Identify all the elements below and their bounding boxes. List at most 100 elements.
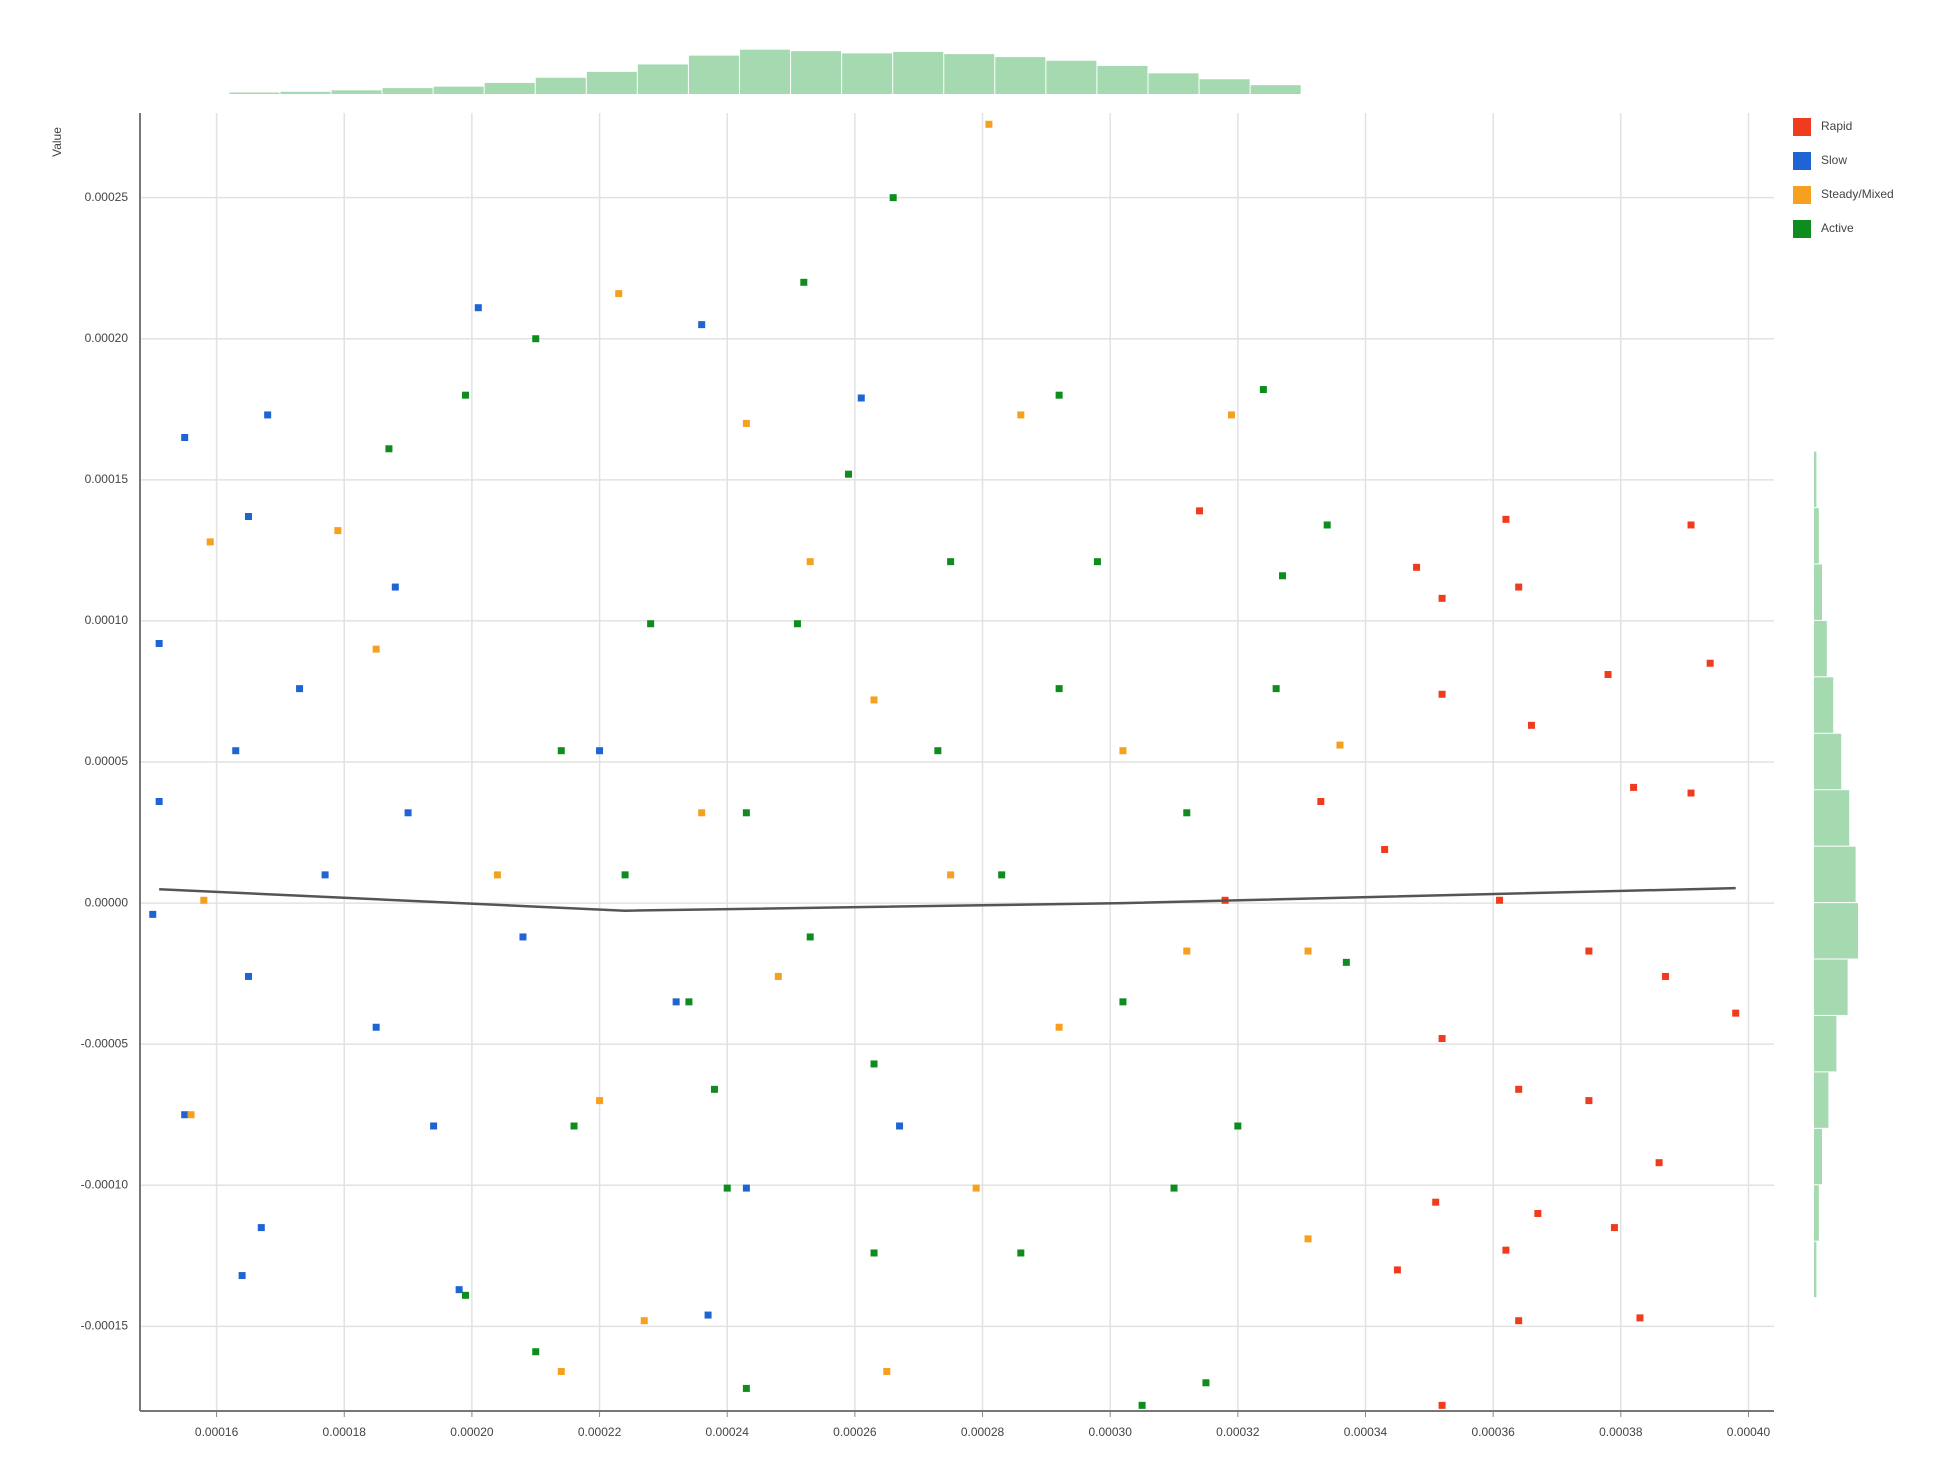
scatter-point <box>1093 558 1101 566</box>
scatter-point <box>1438 1035 1446 1043</box>
scatter-point <box>1610 1224 1618 1232</box>
scatter-point <box>149 910 157 918</box>
histogram-bar <box>1814 903 1858 959</box>
scatter-point <box>1515 1317 1523 1325</box>
scatter-point <box>698 321 706 329</box>
scatter-point <box>187 1111 195 1119</box>
scatter-point <box>532 1348 540 1356</box>
scatter-point <box>532 335 540 343</box>
scatter-point <box>1272 685 1280 693</box>
scatter-point <box>232 747 240 755</box>
scatter-point <box>870 1060 878 1068</box>
scatter-point <box>1119 998 1127 1006</box>
scatter-point <box>462 1291 470 1299</box>
scatter-point <box>1502 1246 1510 1254</box>
scatter-point <box>998 871 1006 879</box>
scatter-point <box>1687 789 1695 797</box>
scatter-point <box>857 394 865 402</box>
scatter-point <box>1661 972 1669 980</box>
legend-swatch <box>1793 186 1811 204</box>
scatter-point <box>1259 386 1267 394</box>
scatter-point <box>1055 1023 1063 1031</box>
scatter-point <box>1393 1266 1401 1274</box>
scatter-point <box>1196 507 1204 515</box>
legend-label: Steady/Mixed <box>1821 187 1894 201</box>
scatter-point <box>1202 1379 1210 1387</box>
histogram-bar <box>331 90 382 94</box>
x-tick-label: 0.00020 <box>450 1425 494 1439</box>
histogram-bar <box>1814 959 1848 1015</box>
histogram-bar <box>1814 790 1850 846</box>
scatter-point <box>1432 1198 1440 1206</box>
scatter-point <box>596 1097 604 1105</box>
scatter-point <box>896 1122 904 1130</box>
scatter-point <box>800 278 808 286</box>
histogram-bar <box>1814 677 1834 733</box>
scatter-point <box>519 933 527 941</box>
scatter-point <box>883 1367 891 1375</box>
scatter-point <box>1017 1249 1025 1257</box>
scatter-point <box>640 1317 648 1325</box>
scatter-point <box>200 896 208 904</box>
scatter-point <box>723 1184 731 1192</box>
histogram-bar <box>1814 564 1822 620</box>
histogram-bar <box>1814 1072 1829 1128</box>
scatter-point <box>704 1311 712 1319</box>
histogram-bar <box>1199 79 1250 94</box>
histogram-bar <box>433 86 484 94</box>
y-tick-label: 0.00025 <box>85 190 129 204</box>
scatter-point <box>372 1023 380 1031</box>
scatter-point <box>1630 783 1638 791</box>
scatter-point <box>1304 947 1312 955</box>
scatter-point <box>1585 1097 1593 1105</box>
y-tick-label: -0.00010 <box>81 1177 129 1191</box>
scatter-point <box>870 696 878 704</box>
histogram-bar <box>637 64 688 94</box>
histogram-bar <box>739 49 791 94</box>
histogram-bar <box>1814 846 1856 903</box>
scatter-point <box>672 998 680 1006</box>
scatter-point <box>1413 563 1421 571</box>
scatter-point <box>985 120 993 128</box>
x-tick-label: 0.00040 <box>1727 1425 1771 1439</box>
histogram-bar <box>382 88 433 94</box>
scatter-point <box>1342 958 1350 966</box>
scatter-point <box>698 809 706 817</box>
scatter-point <box>710 1085 718 1093</box>
legend-swatch <box>1793 152 1811 170</box>
x-tick-label: 0.00034 <box>1344 1425 1388 1439</box>
scatter-point <box>296 685 304 693</box>
histogram-bar <box>1097 65 1148 94</box>
scatter-point <box>1304 1235 1312 1243</box>
scatter-point <box>972 1184 980 1192</box>
histogram-bar <box>1814 1128 1822 1185</box>
scatter-point <box>321 871 329 879</box>
x-tick-label: 0.00016 <box>195 1425 239 1439</box>
scatter-point <box>1017 411 1025 419</box>
scatter-point <box>372 645 380 653</box>
x-tick-label: 0.00024 <box>706 1425 750 1439</box>
scatter-point <box>1534 1209 1542 1217</box>
scatter-point <box>404 809 412 817</box>
scatter-point <box>557 747 565 755</box>
scatter-point <box>742 809 750 817</box>
scatter-point <box>1496 896 1504 904</box>
histogram-bar <box>893 51 944 94</box>
y-tick-label: 0.00000 <box>85 895 129 909</box>
histogram-bar <box>1814 620 1827 677</box>
legend-label: Rapid <box>1821 119 1852 133</box>
scatter-point <box>1170 1184 1178 1192</box>
scatter-point <box>1515 1085 1523 1093</box>
scatter-point <box>455 1286 463 1294</box>
scatter-point <box>1381 845 1389 853</box>
scatter-point <box>1438 690 1446 698</box>
x-tick-label: 0.00032 <box>1216 1425 1260 1439</box>
scatter-point <box>647 620 655 628</box>
x-tick-label: 0.00036 <box>1471 1425 1515 1439</box>
scatter-point <box>245 972 253 980</box>
scatter-point <box>596 747 604 755</box>
histogram-bar <box>1814 1015 1837 1072</box>
scatter-point <box>1336 741 1344 749</box>
histogram-bar <box>688 55 739 94</box>
